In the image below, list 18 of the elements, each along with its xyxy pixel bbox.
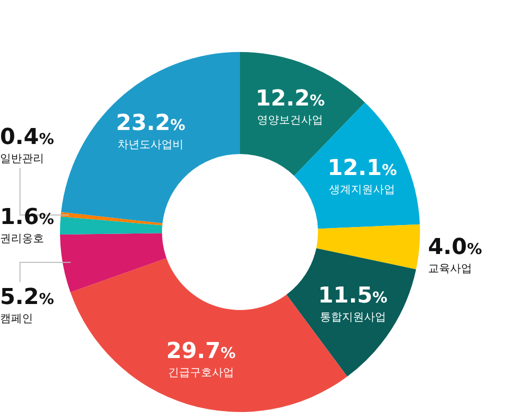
slice-label: 영양보건사업 bbox=[257, 114, 324, 127]
data-label: 23.2% bbox=[116, 111, 186, 136]
data-label: 1.6% bbox=[0, 205, 54, 230]
slice-label: 권리옹호 bbox=[0, 232, 44, 245]
data-label: 12.1% bbox=[328, 156, 397, 181]
slice-label: 차년도사업비 bbox=[118, 138, 184, 152]
slice-label: 통합지원사업 bbox=[320, 310, 386, 324]
slice-label: 캠페인 bbox=[0, 312, 33, 325]
slice-label: 일반관리 bbox=[0, 152, 44, 165]
data-label: 12.2% bbox=[256, 86, 325, 112]
data-label: 0.4% bbox=[0, 125, 54, 150]
data-label: 29.7% bbox=[166, 339, 236, 364]
data-label: 4.0% bbox=[428, 235, 482, 260]
data-label: 5.2% bbox=[0, 285, 54, 310]
data-label: 11.5% bbox=[318, 283, 388, 308]
slice-label: 긴급구호사업 bbox=[168, 366, 234, 380]
slice-label: 생계지원사업 bbox=[329, 182, 396, 196]
slice-label: 교육사업 bbox=[428, 262, 472, 276]
